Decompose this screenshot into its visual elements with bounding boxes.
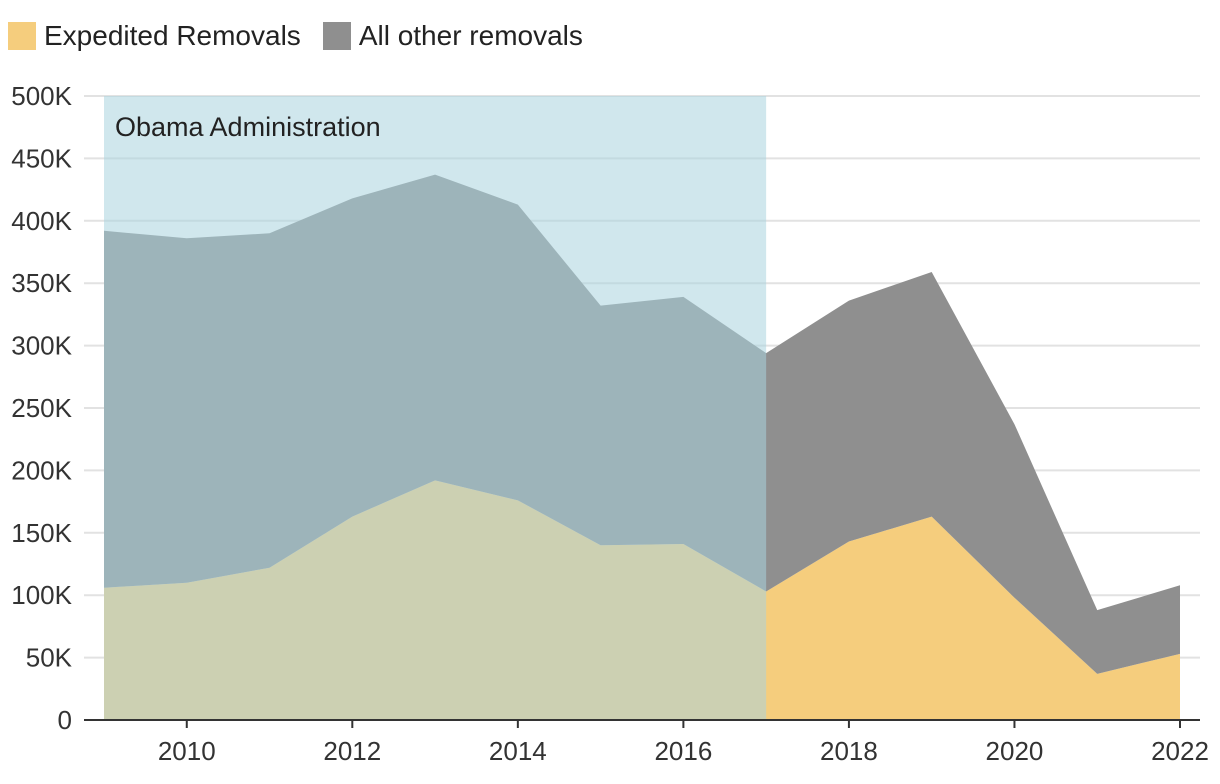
legend-item-other[interactable]: All other removals [322,20,583,52]
y-tick-label: 300K [11,331,72,361]
y-tick-label: 400K [11,206,72,236]
legend-item-expedited[interactable]: Expedited Removals [8,20,301,52]
x-tick-label: 2014 [489,736,547,766]
legend-label-expedited: Expedited Removals [44,20,301,51]
legend-swatch-expedited [8,22,36,50]
y-tick-label: 150K [11,518,72,548]
x-tick-label: 2010 [158,736,216,766]
y-tick-label: 100K [11,580,72,610]
legend: Expedited Removals All other removals [8,16,583,56]
x-tick-label: 2016 [654,736,712,766]
x-tick-label: 2012 [323,736,381,766]
legend-swatch-other [322,22,351,50]
x-tick-label: 2020 [986,736,1044,766]
y-tick-label: 200K [11,455,72,485]
y-tick-label: 450K [11,143,72,173]
y-tick-label: 0 [58,705,72,735]
y-tick-label: 250K [11,393,72,423]
y-tick-label: 350K [11,268,72,298]
highlight-band-label: Obama Administration [115,112,381,142]
highlight-band-layer: Obama Administration [104,96,767,720]
label-layer: 0 50K 100K 150K 200K 250K 300K 350K 400K 450K 500K… [11,81,1209,766]
y-tick-label: 500K [11,81,72,111]
y-tick-label: 50K [26,643,73,673]
highlight-band-obama [104,96,767,720]
x-tick-label: 2022 [1151,736,1209,766]
legend-label-other: All other removals [358,20,583,51]
axis-layer [84,719,1200,728]
x-tick-label: 2018 [820,736,878,766]
